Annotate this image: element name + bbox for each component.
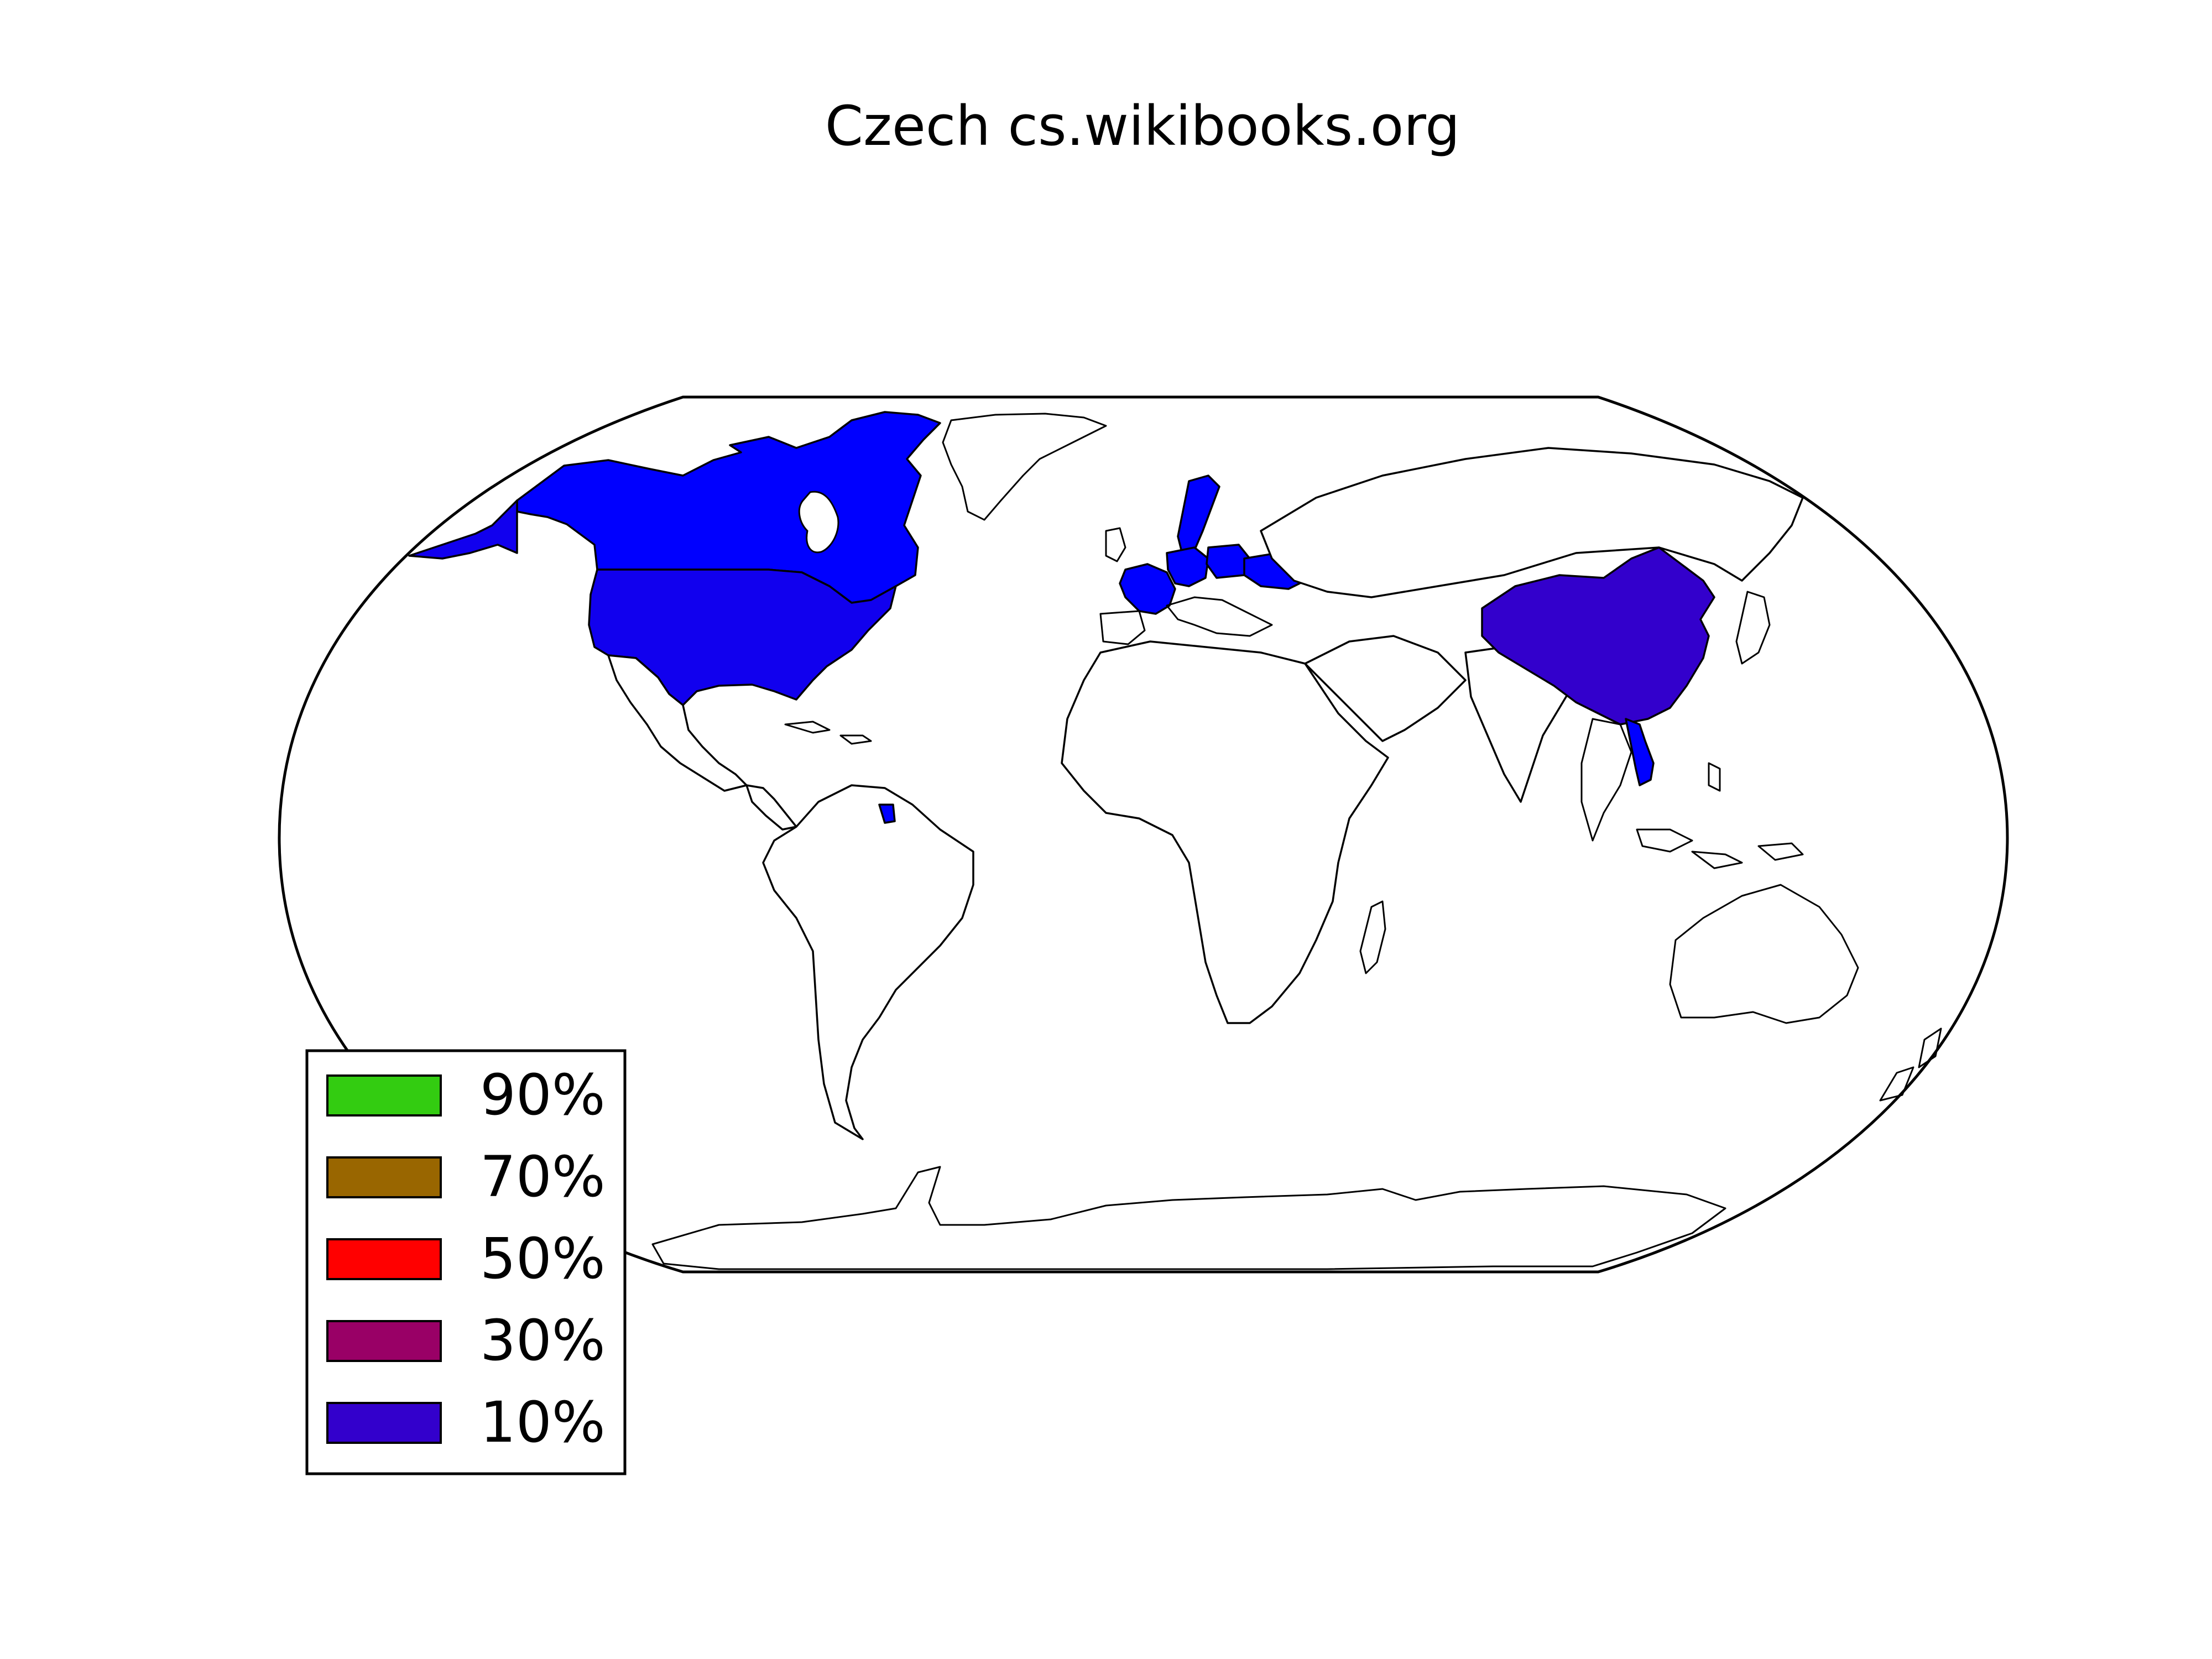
country-china[interactable] bbox=[1481, 546, 1715, 726]
united-kingdom bbox=[1105, 527, 1126, 562]
japan bbox=[1735, 591, 1771, 665]
country-sweden[interactable] bbox=[1177, 474, 1220, 560]
caribbean-islands bbox=[784, 721, 872, 745]
iberia bbox=[1099, 610, 1146, 645]
legend-label-1: 70% bbox=[480, 1144, 606, 1210]
legend-swatch-2 bbox=[326, 1238, 442, 1280]
antarctica bbox=[651, 1166, 1726, 1270]
australia bbox=[1669, 884, 1859, 1024]
southeast-asia bbox=[1580, 718, 1632, 842]
country-french-guiana[interactable] bbox=[878, 804, 896, 824]
country-africa[interactable] bbox=[1061, 640, 1389, 1024]
legend: 90% 70% 50% 30% 10% bbox=[326, 1062, 606, 1455]
legend-swatch-4 bbox=[326, 1402, 442, 1444]
legend-label-0: 90% bbox=[480, 1062, 606, 1128]
country-middle-east[interactable] bbox=[1304, 635, 1467, 742]
hudson-bay bbox=[798, 491, 839, 554]
map-title: Czech cs.wikibooks.org bbox=[825, 95, 1460, 158]
country-mexico[interactable] bbox=[607, 654, 748, 792]
indonesia-philippines bbox=[1636, 762, 1804, 869]
legend-label-4: 10% bbox=[480, 1390, 606, 1455]
country-russia-central-asia[interactable] bbox=[1260, 447, 1804, 598]
country-alaska[interactable] bbox=[408, 499, 518, 560]
legend-swatch-1 bbox=[326, 1156, 442, 1198]
italy-balkans bbox=[1166, 596, 1273, 637]
country-vietnam[interactable] bbox=[1625, 718, 1655, 786]
legend-label-3: 30% bbox=[480, 1308, 606, 1374]
country-south-america[interactable] bbox=[762, 784, 974, 1140]
madagascar bbox=[1359, 900, 1386, 974]
legend-label-2: 50% bbox=[480, 1226, 606, 1292]
greenland bbox=[942, 413, 1107, 521]
country-france[interactable] bbox=[1119, 563, 1176, 615]
new-zealand bbox=[1879, 1027, 1942, 1102]
legend-swatch-3 bbox=[326, 1320, 442, 1362]
country-canada[interactable] bbox=[516, 411, 941, 604]
legend-swatch-0 bbox=[326, 1074, 442, 1117]
country-germany[interactable] bbox=[1166, 546, 1209, 587]
